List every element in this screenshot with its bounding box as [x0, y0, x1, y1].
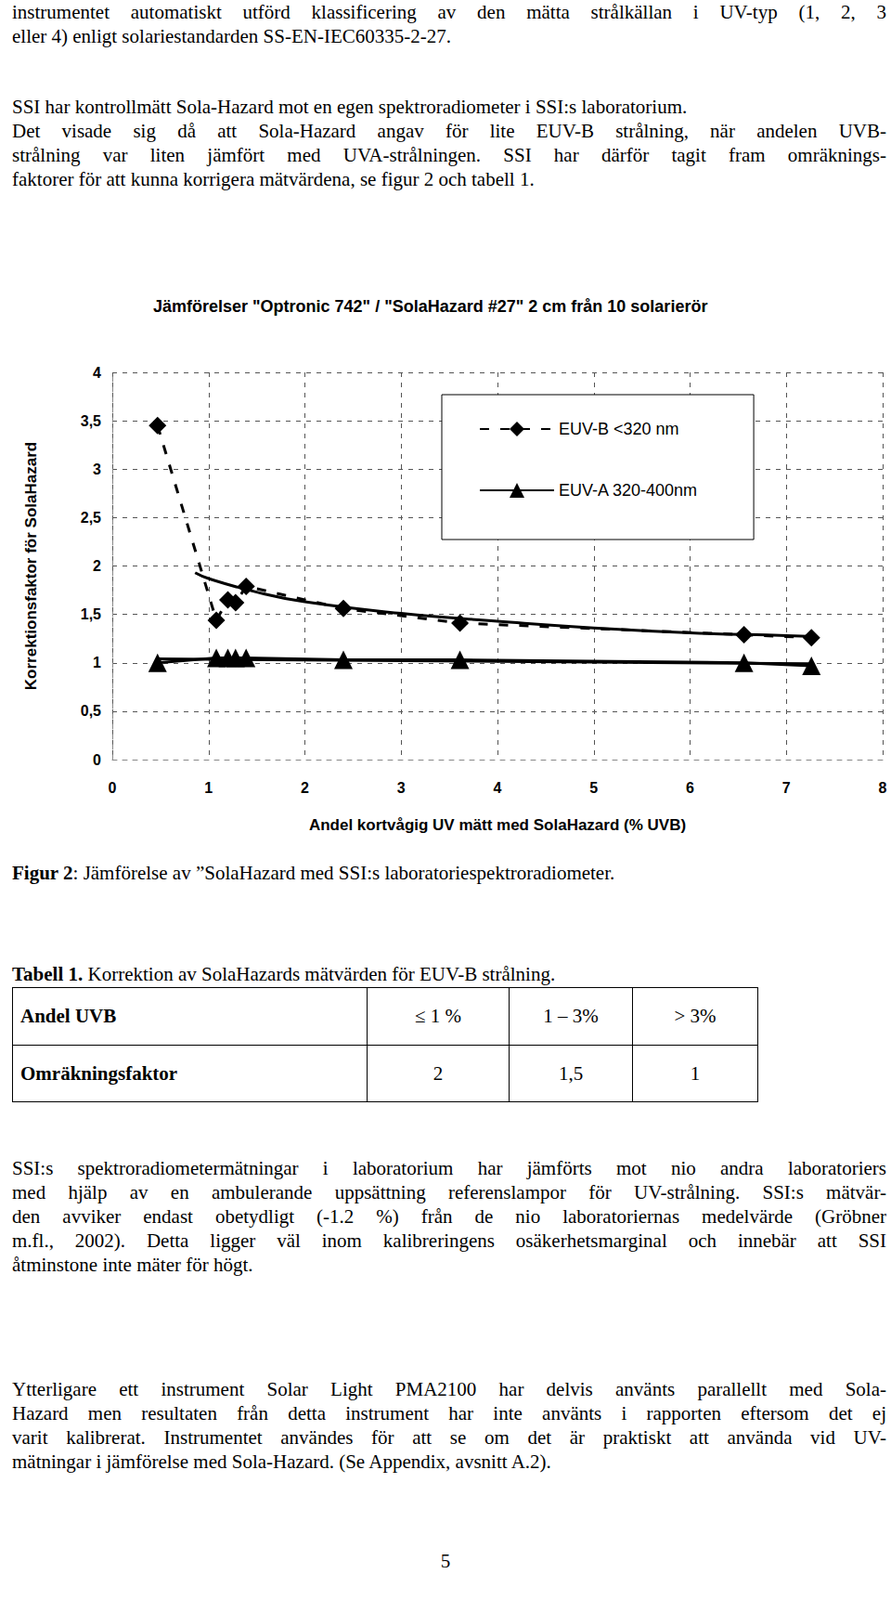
svg-text:2: 2	[300, 779, 310, 796]
html-text:m.fl., 2002). Detta ligger väl: m.fl., 2002). Detta ligger väl inom kali…	[12, 1228, 887, 1252]
html-text:1: 1	[690, 1061, 701, 1084]
html-text:1,5: 1,5	[558, 1061, 583, 1084]
svg-text:Korrektionsfaktor för SolaHaza: Korrektionsfaktor för SolaHazard	[22, 441, 40, 690]
svg-text:2: 2	[92, 557, 102, 574]
svg-text:4: 4	[92, 364, 102, 381]
html-text:åtminstone inte mäter för högt: åtminstone inte mäter för högt.	[12, 1252, 253, 1276]
html-text:Ytterligare ett instrument Sol: Ytterligare ett instrument Solar Light P…	[12, 1377, 887, 1400]
svg-text:6: 6	[685, 779, 695, 796]
html-text:SSI:s spektroradiometermätning: SSI:s spektroradiometermätningar i labor…	[12, 1156, 887, 1179]
svg-text:1,5: 1,5	[80, 606, 102, 622]
html-text:instrumentet automatiskt utför: instrumentet automatiskt utförd klassifi…	[12, 0, 887, 24]
html-text:mätningar i jämförelse med Sol: mätningar i jämförelse med Sola-Hazard. …	[12, 1449, 552, 1473]
svg-text:Andel kortvågig UV mätt med So: Andel kortvågig UV mätt med SolaHazard (…	[309, 815, 686, 834]
svg-text:1: 1	[92, 654, 102, 671]
svg-text:1: 1	[204, 779, 213, 796]
svg-text:3: 3	[92, 461, 102, 478]
svg-text:8: 8	[878, 779, 888, 796]
html-text:> 3%: > 3%	[674, 1004, 717, 1027]
html-text:Andel UVB: Andel UVB	[20, 1004, 117, 1027]
html-text:den avviker endast obetydligt: den avviker endast obetydligt (-1.2 %) f…	[12, 1204, 887, 1227]
svg-text:0,5: 0,5	[80, 702, 102, 719]
svg-text:0: 0	[92, 751, 102, 768]
html-text:med hjälp av en ambulerande up: med hjälp av en ambulerande uppsättning …	[12, 1180, 887, 1203]
svg-text:3: 3	[397, 779, 406, 796]
html-text:≤ 1 %: ≤ 1 %	[414, 1004, 462, 1027]
html-text:Omräkningsfaktor: Omräkningsfaktor	[20, 1061, 178, 1084]
html-text:Det visade sig då att Sola-Haz: Det visade sig då att Sola-Hazard angav …	[12, 119, 887, 143]
html-text:strålning var liten jämfört me: strålning var liten jämfört med UVA-strå…	[12, 143, 887, 167]
html-text:faktorer för att kunna korrige: faktorer för att kunna korrigera mätvärd…	[12, 167, 535, 191]
svg-text:Jämförelser "Optronic 742" / ": Jämförelser "Optronic 742" / "SolaHazard…	[153, 297, 708, 316]
html-text:Figur 2: Jämförelse av ”SolaHa: Figur 2: Jämförelse av ”SolaHazard med S…	[12, 861, 615, 884]
svg-text:4: 4	[493, 779, 503, 796]
svg-text:EUV-A 320-400nm: EUV-A 320-400nm	[558, 480, 698, 500]
html-text:2: 2	[433, 1061, 443, 1084]
html-text:SSI har kontrollmätt Sola-Haza: SSI har kontrollmätt Sola-Hazard mot en …	[12, 95, 688, 118]
svg-text:EUV-B <320 nm: EUV-B <320 nm	[558, 419, 680, 439]
html-text:eller 4) enligt solariestandar: eller 4) enligt solariestandarden SS-EN-…	[12, 25, 452, 48]
svg-text:0: 0	[108, 779, 117, 796]
svg-text:3,5: 3,5	[80, 413, 102, 429]
svg-text:2,5: 2,5	[80, 509, 102, 526]
html-text:varit kalibrerat. Instrumentet: varit kalibrerat. Instrumentet användes …	[12, 1425, 887, 1448]
html-text:Hazard men resultaten från det: Hazard men resultaten från detta instrum…	[12, 1401, 887, 1424]
html-text:1 – 3%: 1 – 3%	[543, 1004, 599, 1027]
svg-text:7: 7	[782, 779, 791, 796]
html-text:Tabell 1. Korrektion av SolaHa: Tabell 1. Korrektion av SolaHazards mätv…	[12, 962, 556, 985]
svg-text:5: 5	[589, 779, 598, 796]
html-text:5: 5	[440, 1549, 451, 1572]
